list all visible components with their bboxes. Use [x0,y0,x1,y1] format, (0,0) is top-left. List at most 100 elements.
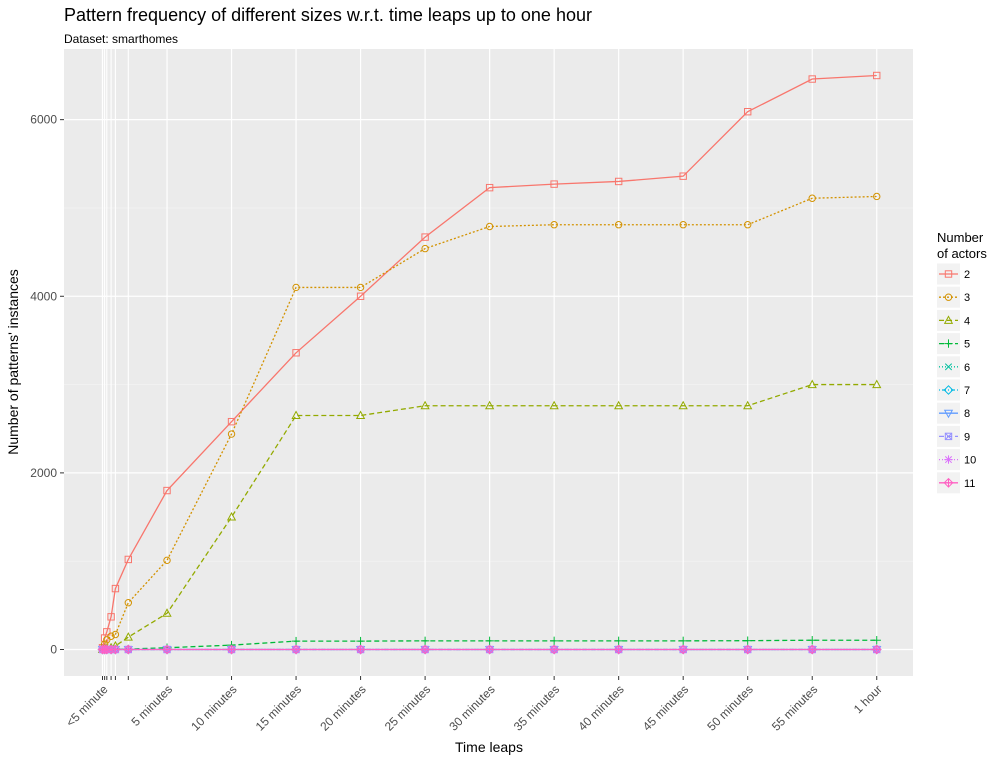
legend-key-marker [944,363,953,371]
data-point-2 [808,75,816,83]
legend-item-5: 5 [937,333,970,355]
data-point-4 [872,379,882,389]
grid-lines [64,49,913,676]
legend-key-marker [943,385,954,395]
data-point-2 [356,292,365,300]
data-point-3 [808,194,816,202]
legend-key-marker [944,455,953,464]
data-point-3 [111,630,120,639]
series-points [97,71,882,655]
x-tick-label: 5 minutes [128,682,175,729]
x-tick-label: 1 hour [851,682,885,716]
legend-key-marker [944,293,953,301]
data-point-4 [678,400,688,410]
legend-label: 10 [964,455,976,467]
data-point-4 [614,400,624,410]
data-point-3 [227,430,236,438]
data-point-3 [614,221,623,229]
data-point-11 [420,644,431,655]
data-point-11 [162,644,172,655]
legend-key-marker [944,339,953,348]
data-point-4 [420,400,430,410]
legend-label: 11 [964,478,975,490]
data-point-2 [107,613,115,621]
legend-item-4: 4 [937,309,970,331]
y-tick-label: 2000 [30,466,57,480]
data-point-11 [678,644,689,655]
data-point-5 [614,636,623,646]
data-point-4 [123,632,133,641]
data-point-5 [872,636,881,645]
data-point-3 [124,599,133,607]
data-point-3 [356,283,365,292]
data-point-3 [550,221,558,229]
legend-key-marker [944,432,953,441]
chart-title: Pattern frequency of different sizes w.r… [64,5,592,25]
data-point-3 [679,221,687,229]
data-point-2 [744,108,752,116]
data-point-5 [549,636,559,646]
data-point-4 [291,410,301,419]
legend-label: 8 [964,408,970,420]
x-tick-label: 55 minutes [769,682,820,733]
data-point-2 [292,349,300,357]
data-point-11 [123,644,134,655]
data-point-3 [744,221,752,229]
data-point-5 [808,636,817,645]
data-point-3 [485,222,494,231]
series-line-2 [101,74,877,648]
legend-item-11: 11 [937,472,975,494]
data-point-4 [484,400,495,410]
legend-key-marker [943,409,954,419]
legend-title-line-1: Number [937,230,984,245]
data-point-2 [873,71,881,80]
legend-key-marker [943,477,954,488]
data-point-11 [613,644,624,655]
data-point-4 [743,400,753,410]
data-point-3 [163,556,171,565]
legend-item-9: 9 [937,425,970,447]
data-point-5 [485,636,494,646]
series-line-3 [101,195,877,649]
data-point-11 [549,644,560,655]
data-point-4 [549,400,559,410]
data-point-2 [614,177,623,186]
x-tick-label: 20 minutes [317,682,368,733]
data-point-5 [743,636,752,645]
y-axis: 0 2000 4000 6000 [30,113,64,657]
data-point-2 [111,584,120,593]
data-point-2 [227,417,236,426]
legend-label: 9 [964,431,970,443]
plot-panel [64,49,913,676]
data-point-11 [226,644,237,655]
x-tick-label: 45 minutes [640,682,691,733]
x-tick-label: 10 minutes [188,682,239,733]
x-tick-label: 25 minutes [382,682,433,733]
legend-item-7: 7 [937,379,970,401]
y-tick-label: 6000 [30,113,57,127]
legend: Number of actors 2 3 4 5 6 7 8 9 10 11 [937,230,987,494]
data-point-2 [163,486,171,495]
x-axis: <5 minute 5 minutes 10 minutes 15 minutes 20… [63,676,885,734]
data-point-3 [292,283,300,292]
data-point-4 [807,379,817,389]
data-point-11 [355,644,366,655]
legend-item-2: 2 [937,263,970,285]
y-tick-label: 4000 [30,289,57,303]
x-axis-title: Time leaps [455,739,523,755]
legend-label: 5 [964,339,970,351]
data-point-11 [291,644,301,655]
x-tick-label: 35 minutes [511,682,562,733]
data-point-4 [226,511,237,521]
data-point-11 [484,644,495,655]
data-point-5 [356,636,365,646]
data-point-5 [678,636,688,646]
data-point-2 [103,628,111,636]
y-axis-title: Number of patterns' instances [5,269,21,455]
data-point-3 [107,632,115,640]
legend-item-10: 10 [937,449,976,471]
y-tick-label: 0 [50,643,57,657]
data-point-2 [124,555,133,564]
x-tick-label: 30 minutes [446,682,497,733]
